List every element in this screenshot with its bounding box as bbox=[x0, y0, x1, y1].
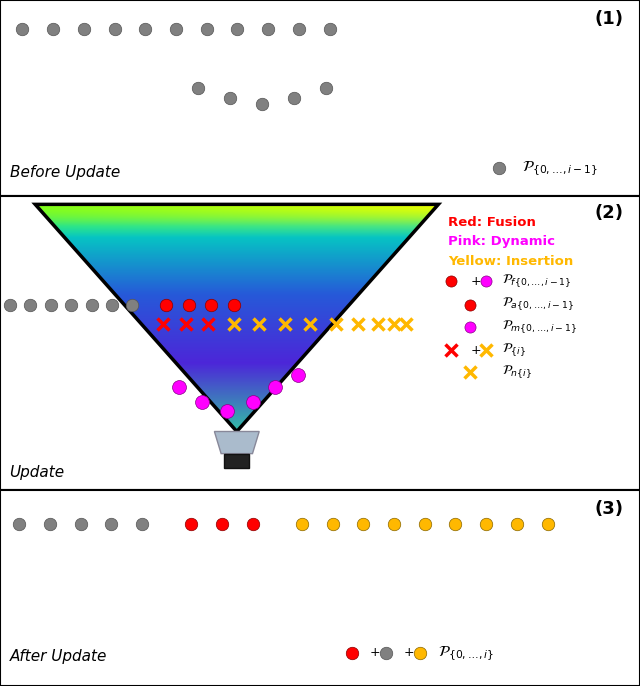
Text: Pink: Dynamic: Pink: Dynamic bbox=[448, 235, 555, 248]
Polygon shape bbox=[214, 431, 259, 453]
Text: +: + bbox=[470, 344, 481, 357]
Text: $\mathcal{P}_{\{0,\ldots,i\}}$: $\mathcal{P}_{\{0,\ldots,i\}}$ bbox=[438, 644, 494, 661]
Text: $\mathcal{P}_{a\{0,\ldots,i-1\}}$: $\mathcal{P}_{a\{0,\ldots,i-1\}}$ bbox=[502, 296, 574, 314]
Text: (1): (1) bbox=[595, 10, 624, 27]
Text: After Update: After Update bbox=[10, 649, 107, 664]
Text: $\mathcal{P}_{\{i\}}$: $\mathcal{P}_{\{i\}}$ bbox=[502, 342, 527, 359]
Text: (2): (2) bbox=[595, 204, 624, 222]
Polygon shape bbox=[0, 196, 640, 204]
Text: Red: Fusion: Red: Fusion bbox=[448, 216, 536, 229]
Text: (3): (3) bbox=[595, 500, 624, 518]
Text: $\mathcal{P}_{f\{0,\ldots,i-1\}}$: $\mathcal{P}_{f\{0,\ldots,i-1\}}$ bbox=[502, 272, 572, 289]
Polygon shape bbox=[0, 431, 640, 490]
Text: +: + bbox=[470, 274, 481, 287]
Polygon shape bbox=[225, 453, 249, 469]
Text: $\mathcal{P}_{n\{i\}}$: $\mathcal{P}_{n\{i\}}$ bbox=[502, 364, 532, 381]
Text: Before Update: Before Update bbox=[10, 165, 120, 180]
Text: Update: Update bbox=[10, 465, 65, 480]
Polygon shape bbox=[237, 196, 640, 490]
Text: +: + bbox=[404, 646, 415, 659]
Text: $\mathcal{P}_{\{0,\ldots,i-1\}}$: $\mathcal{P}_{\{0,\ldots,i-1\}}$ bbox=[522, 159, 598, 177]
Text: +: + bbox=[370, 646, 381, 659]
Text: Yellow: Insertion: Yellow: Insertion bbox=[448, 255, 573, 268]
Text: $\mathcal{P}_{m\{0,\ldots,i-1\}}$: $\mathcal{P}_{m\{0,\ldots,i-1\}}$ bbox=[502, 318, 578, 335]
Polygon shape bbox=[0, 196, 237, 490]
